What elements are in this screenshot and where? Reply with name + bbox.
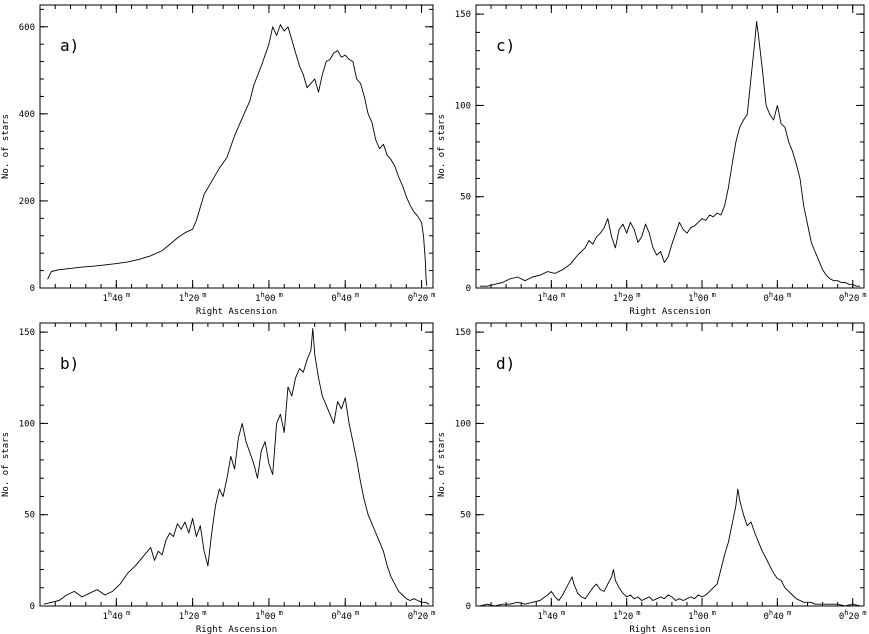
panel-label: a) xyxy=(60,36,79,55)
panel-label: b) xyxy=(60,354,79,373)
plot-frame xyxy=(475,322,865,607)
y-tick-label: 100 xyxy=(19,419,35,429)
panel-label: c) xyxy=(496,36,515,55)
x-tick-label: 1h40 m xyxy=(102,609,130,622)
y-axis-label: No. of stars xyxy=(1,114,11,179)
x-tick-label: 0h40 m xyxy=(764,291,792,304)
panel-c: c) Right Ascension No. of stars 0 50 100 15… xyxy=(437,4,867,317)
y-tick-label: 150 xyxy=(19,328,35,338)
star-count-line xyxy=(479,488,861,607)
x-tick-label: 1h20 m xyxy=(613,291,641,304)
y-axis-label: No. of stars xyxy=(1,432,11,497)
y-tick-label: 200 xyxy=(19,197,35,207)
x-tick-label: 0h20 m xyxy=(839,609,867,622)
x-tick-label: 0h20 m xyxy=(408,291,436,304)
x-axis-label: Right Ascension xyxy=(196,625,277,634)
y-tick-label: 100 xyxy=(455,419,471,429)
y-tick-label: 0 xyxy=(30,284,35,294)
x-tick-label: 0h20 m xyxy=(408,609,436,622)
x-tick-label: 0h40 m xyxy=(764,609,792,622)
y-tick-label: 100 xyxy=(455,101,471,111)
y-tick-label: 0 xyxy=(466,602,471,612)
star-count-line xyxy=(47,24,428,286)
x-tick-label: 1h00 m xyxy=(688,291,716,304)
axis-ticks: 0 200 400 600 1h40 m 1h20 m 1h00 m 0h40 m 0h20 m xyxy=(19,5,436,304)
x-tick-label: 1h20 m xyxy=(179,291,207,304)
y-axis-label: No. of stars xyxy=(437,114,447,179)
plot-frame xyxy=(39,4,434,289)
axis-ticks: 0 50 100 150 1h40 m 1h20 m 1h00 m 0h40 m 0h20 m xyxy=(455,323,867,622)
y-tick-label: 50 xyxy=(460,193,471,203)
y-tick-label: 0 xyxy=(466,284,471,294)
x-tick-label: 1h40 m xyxy=(537,291,565,304)
y-tick-label: 150 xyxy=(455,10,471,20)
plot-frame xyxy=(39,322,434,607)
y-axis-label: No. of stars xyxy=(437,432,447,497)
y-tick-label: 50 xyxy=(460,511,471,521)
panel-a: a) Right Ascension No. of stars 0 200 400 6… xyxy=(1,4,436,317)
x-axis-label: Right Ascension xyxy=(196,307,277,317)
x-tick-label: 0h40 m xyxy=(331,291,359,304)
y-tick-label: 600 xyxy=(19,23,35,33)
x-tick-label: 1h40 m xyxy=(537,609,565,622)
x-tick-label: 1h00 m xyxy=(688,609,716,622)
axis-ticks: 0 50 100 150 1h40 m 1h20 m 1h00 m 0h40 m 0h20 m xyxy=(19,323,436,622)
x-tick-label: 0h40 m xyxy=(331,609,359,622)
x-tick-label: 1h40 m xyxy=(102,291,130,304)
x-tick-label: 1h20 m xyxy=(179,609,207,622)
star-count-line xyxy=(43,328,430,605)
x-tick-label: 1h20 m xyxy=(613,609,641,622)
star-count-line xyxy=(479,20,861,287)
y-tick-label: 150 xyxy=(455,328,471,338)
x-tick-label: 1h00 m xyxy=(255,609,283,622)
panel-label: d) xyxy=(496,354,515,373)
x-tick-label: 0h20 m xyxy=(839,291,867,304)
x-axis-label: Right Ascension xyxy=(629,307,710,317)
x-tick-label: 1h00 m xyxy=(255,291,283,304)
y-tick-label: 400 xyxy=(19,110,35,120)
plot-frame xyxy=(475,4,865,289)
panel-b: b) Right Ascension No. of stars 0 50 100 15… xyxy=(1,322,436,634)
panel-d: d) Right Ascension No. of stars 0 50 100 15… xyxy=(437,322,867,634)
y-tick-label: 50 xyxy=(24,511,35,521)
x-axis-label: Right Ascension xyxy=(629,625,710,634)
axis-ticks: 0 50 100 150 1h40 m 1h20 m 1h00 m 0h40 m 0h20 m xyxy=(455,5,867,304)
y-tick-label: 0 xyxy=(30,602,35,612)
